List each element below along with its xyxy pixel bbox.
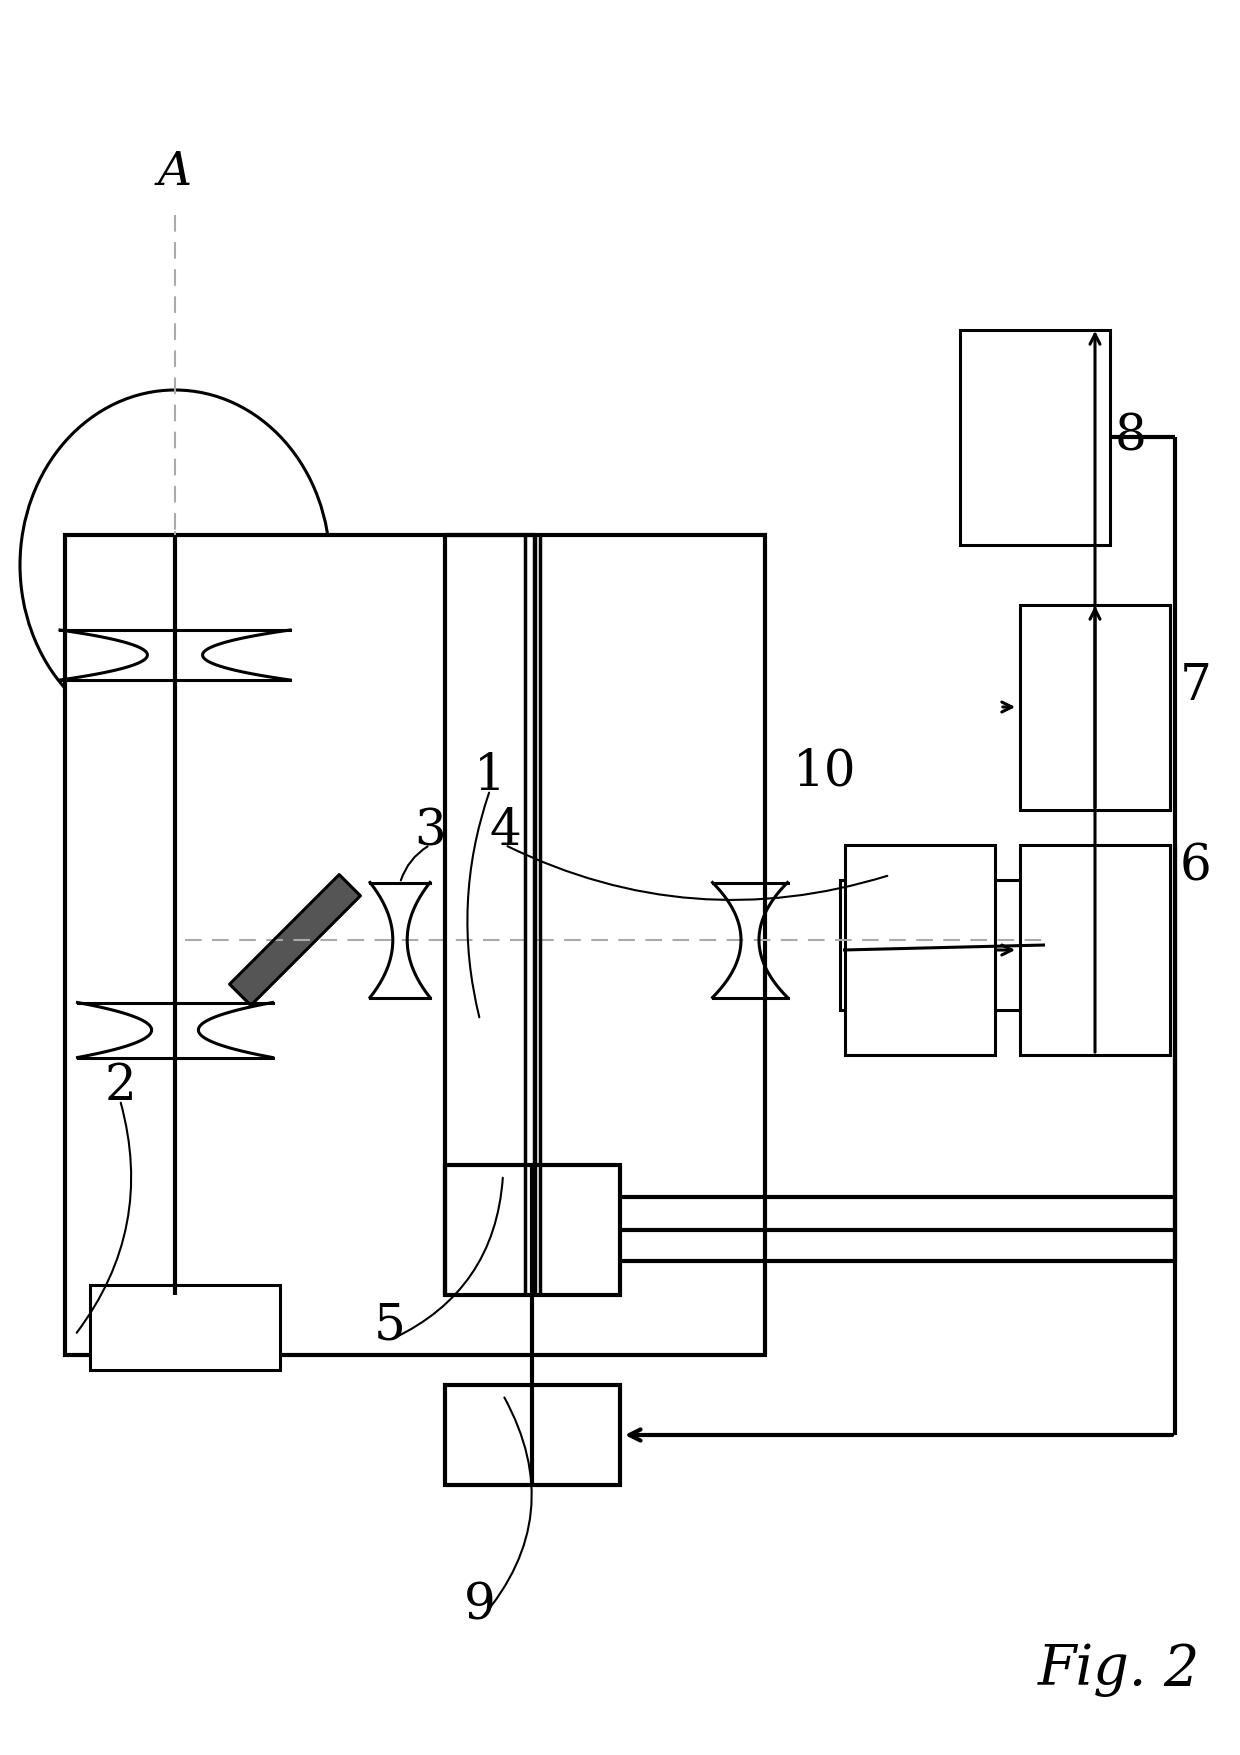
Bar <box>445 1385 620 1485</box>
Bar <box>445 1165 620 1295</box>
Text: 7: 7 <box>1180 662 1211 711</box>
Bar <box>1021 844 1171 1055</box>
Bar <box>844 844 994 1055</box>
Bar <box>64 535 765 1355</box>
Text: 10: 10 <box>794 746 857 797</box>
Text: A: A <box>157 149 192 195</box>
Text: 9: 9 <box>464 1581 496 1630</box>
Text: 5: 5 <box>374 1302 405 1351</box>
Text: 6: 6 <box>1180 842 1211 892</box>
Bar <box>839 879 940 1009</box>
Bar <box>91 1285 280 1371</box>
Polygon shape <box>229 874 361 1006</box>
Text: Fig. 2: Fig. 2 <box>1038 1643 1200 1697</box>
Ellipse shape <box>20 390 330 741</box>
Text: 4: 4 <box>489 807 521 856</box>
Text: 2: 2 <box>104 1062 136 1111</box>
Bar <box>945 879 1045 1009</box>
Bar <box>1021 605 1171 811</box>
Text: 3: 3 <box>414 807 446 856</box>
Bar <box>960 330 1110 546</box>
Text: 8: 8 <box>1115 411 1147 462</box>
Text: 1: 1 <box>474 751 506 800</box>
